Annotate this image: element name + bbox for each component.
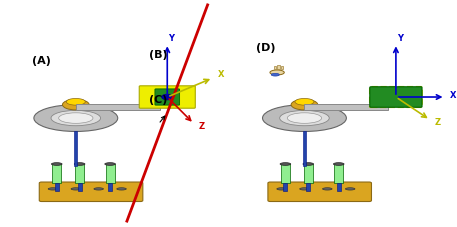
Bar (106, 164, 115, 183)
Ellipse shape (52, 163, 62, 166)
Bar (76, 104, 159, 111)
Text: X: X (450, 91, 457, 100)
Ellipse shape (262, 105, 346, 132)
Text: (B): (B) (149, 49, 168, 59)
Ellipse shape (51, 111, 101, 126)
Ellipse shape (303, 163, 314, 166)
Bar (52, 164, 61, 183)
Text: (A): (A) (32, 56, 51, 66)
Ellipse shape (280, 163, 291, 166)
Text: X: X (218, 70, 224, 79)
Circle shape (162, 95, 173, 100)
Bar (74, 132, 77, 166)
Ellipse shape (105, 163, 116, 166)
Ellipse shape (94, 188, 103, 190)
FancyBboxPatch shape (39, 182, 143, 202)
Bar (281, 67, 283, 70)
Bar (274, 67, 276, 70)
Bar (334, 164, 343, 183)
Bar (337, 183, 340, 191)
Text: Y: Y (397, 33, 403, 42)
Bar (306, 183, 310, 191)
FancyBboxPatch shape (155, 89, 180, 106)
Ellipse shape (291, 100, 318, 111)
Text: Z: Z (198, 121, 205, 130)
Bar (283, 183, 287, 191)
Ellipse shape (287, 113, 322, 124)
Ellipse shape (271, 74, 279, 77)
Ellipse shape (74, 163, 85, 166)
Ellipse shape (295, 99, 314, 106)
Bar (108, 183, 112, 191)
Ellipse shape (58, 113, 93, 124)
Ellipse shape (63, 100, 89, 111)
Bar (75, 164, 84, 183)
Bar (303, 132, 306, 166)
Text: Z: Z (435, 117, 441, 126)
Ellipse shape (345, 188, 355, 190)
Ellipse shape (71, 188, 80, 190)
Bar (304, 164, 313, 183)
Ellipse shape (280, 111, 329, 126)
Bar (281, 164, 290, 183)
Bar (55, 183, 58, 191)
FancyBboxPatch shape (268, 182, 372, 202)
Ellipse shape (66, 99, 85, 106)
Text: Y: Y (168, 33, 174, 42)
Ellipse shape (270, 71, 284, 76)
Ellipse shape (34, 105, 118, 132)
FancyBboxPatch shape (370, 87, 422, 108)
Text: (D): (D) (256, 43, 276, 53)
Bar (78, 183, 81, 191)
Bar (277, 66, 280, 69)
Bar (304, 104, 388, 111)
Ellipse shape (117, 188, 126, 190)
Ellipse shape (323, 188, 332, 190)
Ellipse shape (334, 163, 344, 166)
Ellipse shape (300, 188, 309, 190)
Ellipse shape (48, 188, 58, 190)
FancyBboxPatch shape (139, 86, 195, 109)
Ellipse shape (277, 188, 287, 190)
Text: (C): (C) (149, 94, 167, 104)
